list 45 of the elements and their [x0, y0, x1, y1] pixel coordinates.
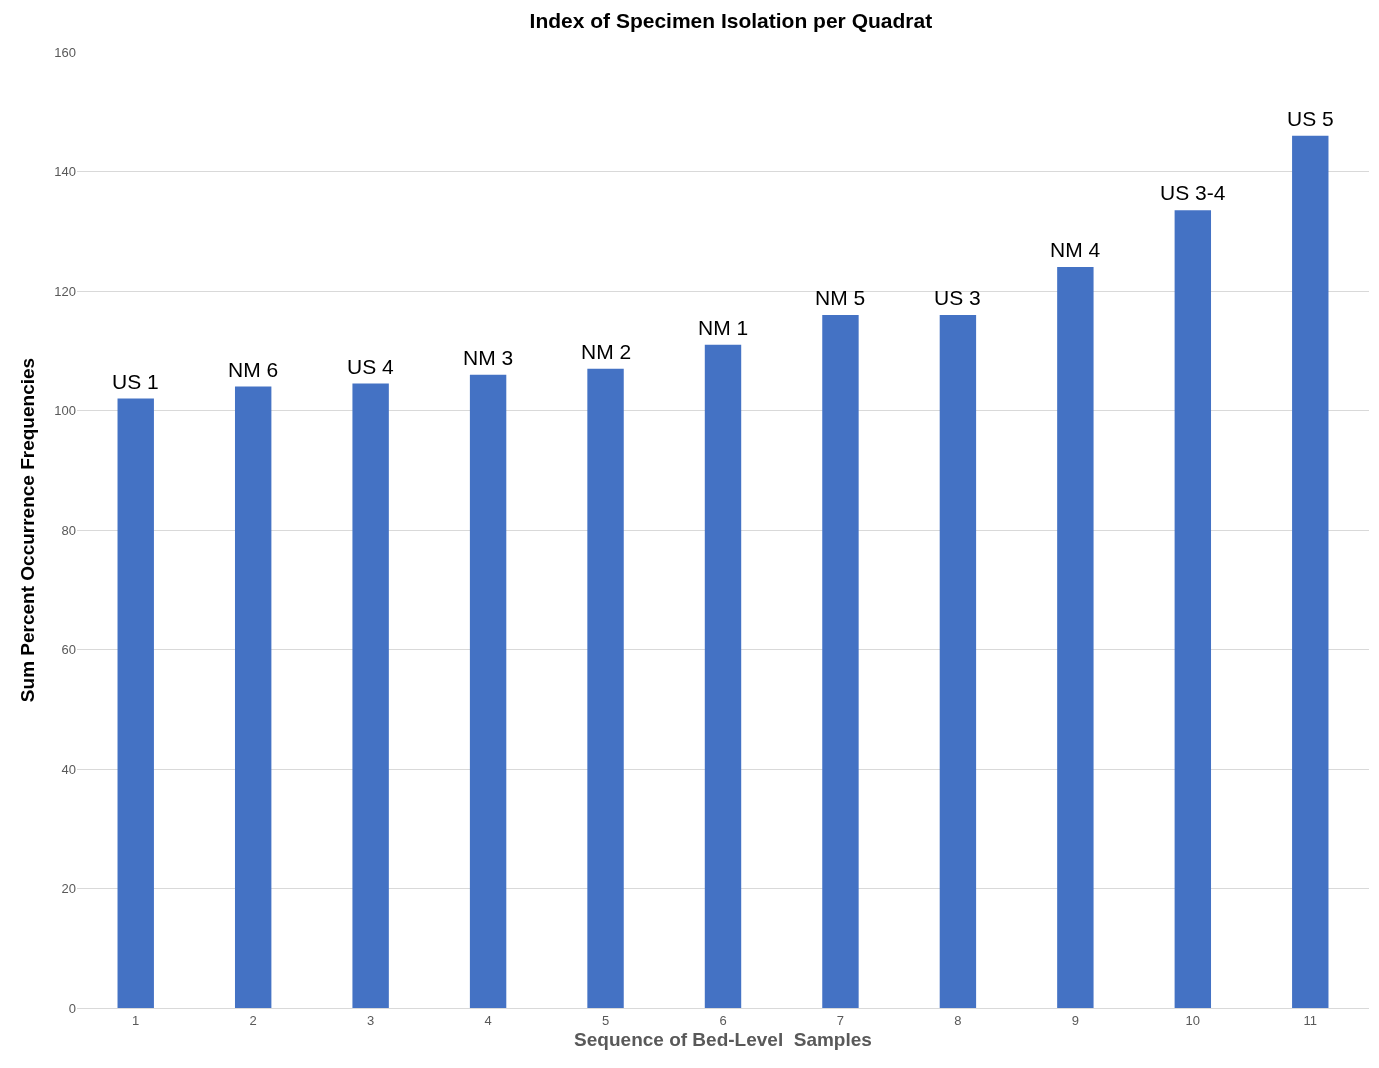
- x-axis-title: Sequence of Bed-Level Samples: [574, 1029, 872, 1051]
- y-tick-label: 60: [61, 642, 76, 658]
- annotation: NM 6: [228, 358, 279, 381]
- x-tick-label: 1: [132, 1012, 140, 1028]
- chart-title: Index of Specimen Isolation per Quadrat: [529, 8, 933, 32]
- bar: [1057, 267, 1094, 1008]
- bar: [822, 314, 859, 1008]
- bar: [704, 344, 742, 1008]
- x-tick-label: 4: [484, 1012, 492, 1028]
- annotation: NM 5: [815, 286, 866, 309]
- x-tick-label: 11: [1303, 1012, 1318, 1028]
- annotation: NM 2: [581, 340, 632, 363]
- annotation: US 1: [112, 370, 159, 393]
- annotation: US 3: [934, 286, 981, 309]
- x-tick-label: 10: [1185, 1012, 1201, 1028]
- x-tick-label: 7: [836, 1012, 845, 1028]
- annotation: NM 3: [463, 346, 514, 369]
- bar: [469, 374, 507, 1008]
- y-tick-label: 140: [54, 164, 76, 180]
- y-tick-label: 160: [54, 44, 76, 60]
- y-tick-label: 120: [54, 283, 76, 299]
- x-tick-label: 6: [719, 1012, 727, 1028]
- y-tick-label: 100: [54, 403, 76, 419]
- bar: [352, 383, 389, 1008]
- bar: [117, 398, 154, 1008]
- x-tick-label: 9: [1071, 1012, 1079, 1028]
- bar: [234, 386, 272, 1008]
- x-tick-label: 3: [367, 1012, 375, 1028]
- annotation: NM 1: [698, 316, 749, 339]
- annotation: NM 4: [1050, 238, 1101, 261]
- y-tick-label: 80: [61, 522, 76, 538]
- x-tick-label: 2: [249, 1012, 257, 1028]
- annotation: US 5: [1287, 107, 1334, 130]
- bar: [587, 368, 624, 1008]
- annotation: US 4: [347, 355, 395, 378]
- bar: [939, 314, 977, 1008]
- y-tick-label: 0: [68, 1000, 76, 1016]
- y-tick-label: 20: [61, 881, 76, 897]
- bar: [1292, 135, 1329, 1008]
- y-axis-title: Sum Percent Occurrence Frequencies: [17, 357, 39, 703]
- x-tick-label: 5: [601, 1012, 610, 1028]
- bar: [1174, 210, 1212, 1008]
- x-tick-label: 8: [954, 1012, 962, 1028]
- y-tick-label: 40: [61, 761, 76, 777]
- annotation: US 3-4: [1160, 181, 1226, 204]
